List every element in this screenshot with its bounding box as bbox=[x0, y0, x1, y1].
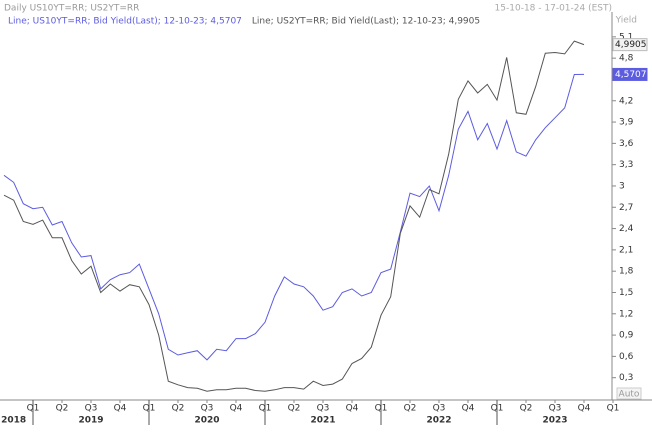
x-tick-label: Q1 bbox=[607, 404, 620, 414]
year-label: 2022 bbox=[426, 416, 451, 426]
year-label: 2019 bbox=[78, 416, 103, 426]
year-label: 2021 bbox=[310, 416, 335, 426]
x-tick-label: Q3 bbox=[85, 404, 98, 414]
x-tick-label: Q4 bbox=[230, 404, 243, 414]
date-range: 15-10-18 - 17-01-24 (EST) bbox=[495, 4, 612, 14]
x-tick-label: Q2 bbox=[288, 404, 301, 414]
x-tick-label: Q3 bbox=[549, 404, 562, 414]
scale-mode[interactable]: Auto bbox=[619, 390, 640, 400]
y-tick-label: 2,1 bbox=[619, 245, 633, 255]
x-tick-label: Q2 bbox=[56, 404, 69, 414]
last-value-label: 4,5707 bbox=[615, 70, 647, 80]
x-tick-label: Q3 bbox=[201, 404, 214, 414]
last-value-box bbox=[612, 38, 648, 52]
last-value-box bbox=[612, 67, 648, 81]
y-tick-label: 0,9 bbox=[619, 331, 634, 341]
legend-entry: Line; US10YT=RR; Bid Yield(Last); 12-10-… bbox=[8, 17, 242, 27]
y-tick-label: 3,9 bbox=[619, 118, 634, 128]
series-line bbox=[3, 73, 585, 361]
x-tick-label: Q3 bbox=[433, 404, 446, 414]
legend-entry: Line; US2YT=RR; Bid Yield(Last); 12-10-2… bbox=[252, 17, 480, 27]
y-tick-label: 2,7 bbox=[619, 203, 633, 213]
x-tick-label: Q4 bbox=[114, 404, 127, 414]
x-tick-label: Q2 bbox=[404, 404, 417, 414]
y-tick-label: 3 bbox=[619, 181, 625, 191]
x-tick-label: Q2 bbox=[172, 404, 185, 414]
y-tick-label: 1,5 bbox=[619, 288, 633, 298]
x-tick-label: Q4 bbox=[462, 404, 475, 414]
year-label: 2020 bbox=[194, 416, 219, 426]
axis-label: Yield bbox=[615, 16, 637, 26]
x-tick-label: Q3 bbox=[317, 404, 330, 414]
x-tick-label: Q4 bbox=[578, 404, 591, 414]
chart-title: Daily US10YT=RR; US2YT=RR bbox=[4, 4, 139, 14]
y-tick-label: 3,3 bbox=[619, 160, 633, 170]
scale-mode-box[interactable] bbox=[616, 387, 642, 400]
last-value-label: 4,9905 bbox=[615, 40, 647, 50]
y-tick-label: 2,4 bbox=[619, 224, 634, 234]
y-tick-label: 3,6 bbox=[619, 139, 634, 149]
x-tick-label: Q2 bbox=[520, 404, 533, 414]
y-tick-label: 4,8 bbox=[619, 54, 634, 64]
y-tick-label: 0,3 bbox=[619, 373, 633, 383]
y-tick-label: 4,2 bbox=[619, 96, 633, 106]
x-tick-label: Q4 bbox=[346, 404, 359, 414]
y-tick-label: 0,6 bbox=[619, 352, 634, 362]
year-label: 2023 bbox=[542, 416, 567, 426]
y-tick-label: 1,2 bbox=[619, 309, 633, 319]
series-line bbox=[3, 40, 585, 392]
y-tick-label: 5,1 bbox=[619, 32, 633, 42]
y-tick-label: 1,8 bbox=[619, 267, 634, 277]
year-label: 2018 bbox=[1, 416, 26, 426]
